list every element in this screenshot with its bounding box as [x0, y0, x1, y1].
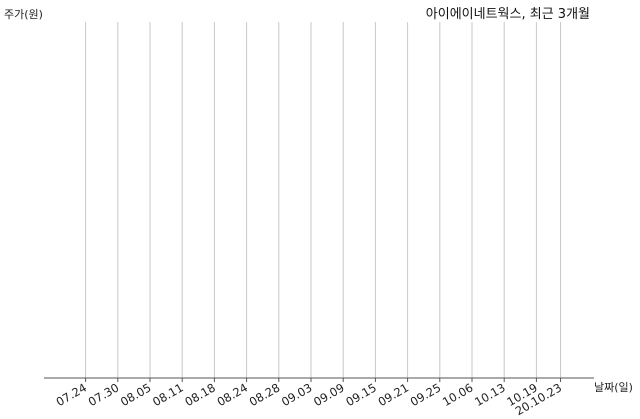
y-axis-label: 주가(원) — [4, 8, 43, 21]
x-tick-label: 09.15 — [343, 380, 379, 409]
x-tick-label: 07.24 — [54, 380, 90, 409]
x-tick-label: 08.11 — [150, 380, 186, 409]
x-tick-label: 09.03 — [279, 380, 315, 409]
x-tick-label: 07.30 — [86, 380, 122, 409]
chart-title: 아이에이네트웍스, 최근 3개월 — [426, 7, 590, 22]
x-tick-label: 08.24 — [215, 380, 251, 409]
x-tick-label: 09.25 — [408, 380, 444, 409]
x-tick-label: 08.05 — [118, 380, 154, 409]
x-axis-label: 날짜(일) — [594, 380, 633, 394]
x-tick-label: 09.21 — [376, 380, 412, 409]
axes — [44, 377, 594, 382]
x-tick-labels: 07.2407.3008.0508.1108.1808.2408.2809.03… — [54, 380, 564, 418]
x-tick-label: 10.06 — [440, 380, 476, 409]
grid — [85, 22, 562, 378]
x-tick-label: 10.13 — [472, 380, 508, 409]
x-tick-label: 09.09 — [311, 380, 347, 409]
x-tick-label: 08.18 — [182, 380, 218, 409]
x-tick-label: 08.28 — [247, 380, 283, 409]
